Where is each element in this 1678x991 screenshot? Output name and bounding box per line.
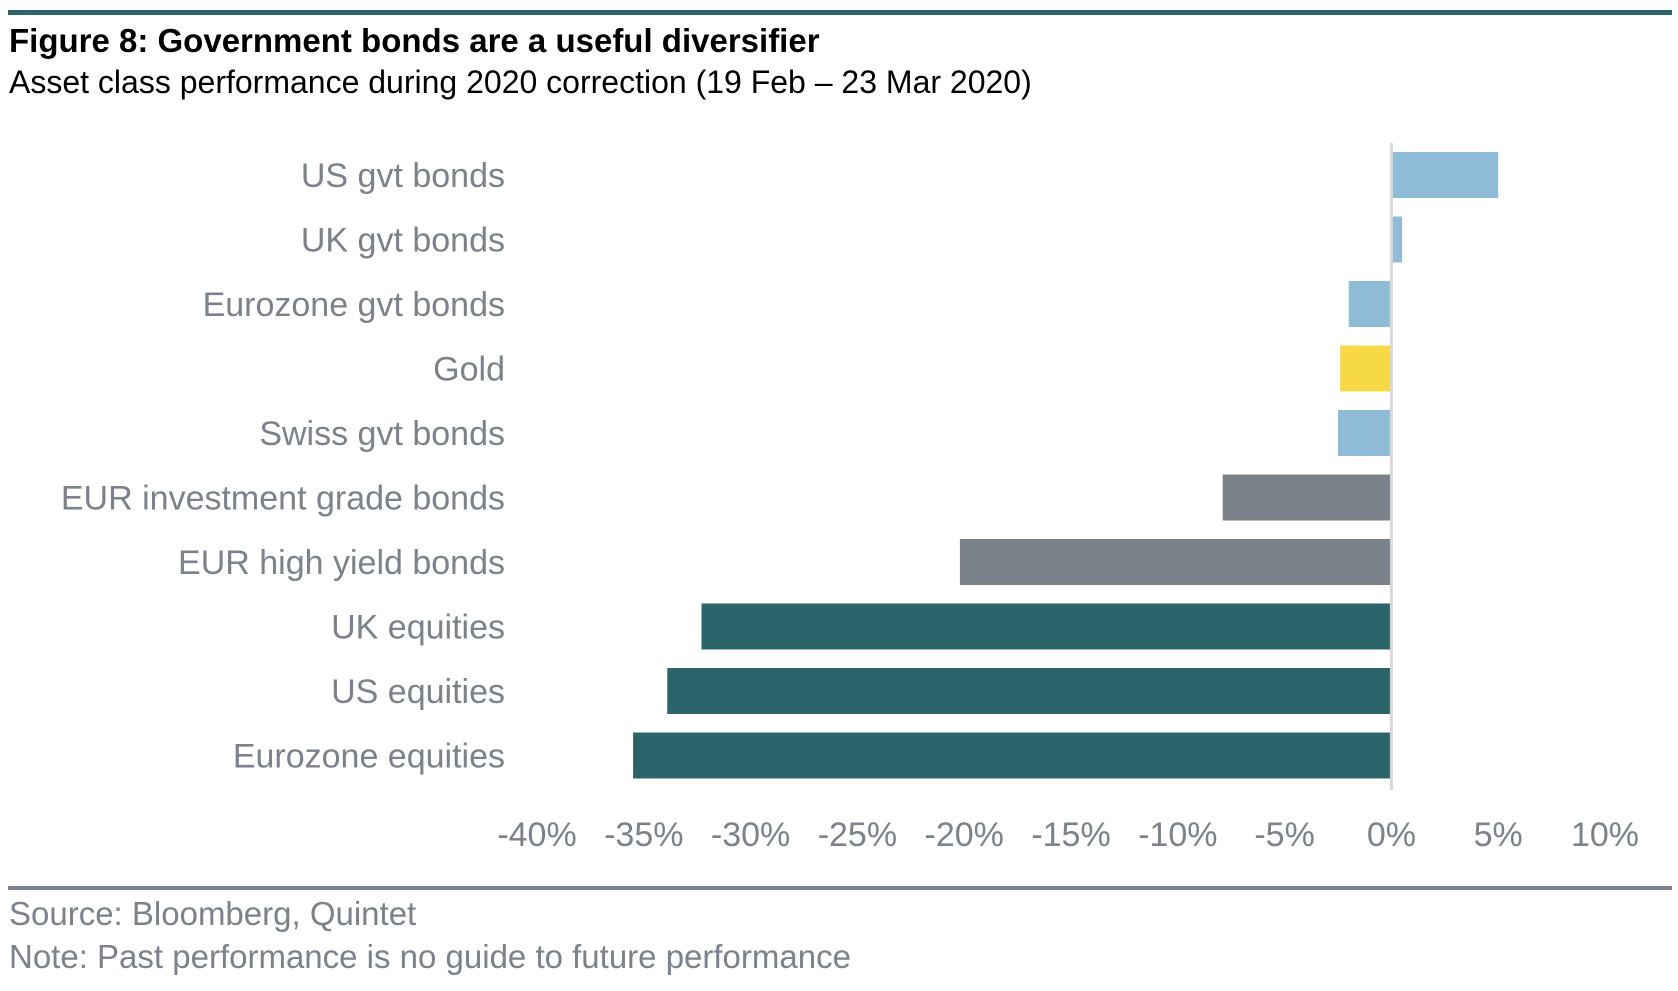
bar-us-gvt-bonds xyxy=(1391,152,1499,198)
x-tick-label: -20% xyxy=(925,816,1004,854)
bar-uk-equities xyxy=(701,603,1392,650)
chart-title: Figure 8: Government bonds are a useful … xyxy=(9,22,820,59)
bar-gold xyxy=(1340,345,1392,392)
x-tick-label: -5% xyxy=(1254,816,1314,854)
category-label: UK equities xyxy=(331,609,505,647)
category-label: Eurozone equities xyxy=(233,738,505,776)
footer-rule xyxy=(8,886,1672,890)
category-label: EUR high yield bonds xyxy=(178,544,505,582)
bar-us-equities xyxy=(667,668,1392,714)
top-accent-rule xyxy=(8,10,1672,15)
x-tick-label: 0% xyxy=(1367,816,1416,854)
category-label: UK gvt bonds xyxy=(301,222,505,260)
x-tick-label: -35% xyxy=(604,816,683,854)
x-tick-label: 5% xyxy=(1474,816,1523,854)
bar-chart: US gvt bonds UK gvt bonds Eurozone gvt bon… xyxy=(61,143,1639,854)
source-note: Source: Bloomberg, Quintet xyxy=(9,895,417,932)
category-label: EUR investment grade bonds xyxy=(61,480,505,518)
x-tick-label: -25% xyxy=(818,816,897,854)
category-label: Swiss gvt bonds xyxy=(259,415,505,453)
bar-swiss-gvt-bonds xyxy=(1338,410,1392,456)
x-tick-label: 10% xyxy=(1571,816,1639,854)
x-tick-label: -15% xyxy=(1031,816,1110,854)
bar-eur-investment-grade-bonds xyxy=(1222,474,1392,521)
bar-eurozone-gvt-bonds xyxy=(1348,281,1392,327)
disclaimer-note: Note: Past performance is no guide to fu… xyxy=(9,938,851,975)
bar-eurozone-equities xyxy=(633,732,1392,779)
category-label: Eurozone gvt bonds xyxy=(203,286,505,324)
category-label: US gvt bonds xyxy=(301,157,505,195)
x-tick-label: -10% xyxy=(1138,816,1217,854)
x-tick-label: -40% xyxy=(497,816,576,854)
chart-subtitle: Asset class performance during 2020 corr… xyxy=(9,64,1032,100)
x-tick-label: -30% xyxy=(711,816,790,854)
category-label: US equities xyxy=(331,673,505,711)
bar-eur-high-yield-bonds xyxy=(959,539,1392,585)
bar-uk-gvt-bonds xyxy=(1391,216,1403,263)
category-label: Gold xyxy=(433,351,505,389)
